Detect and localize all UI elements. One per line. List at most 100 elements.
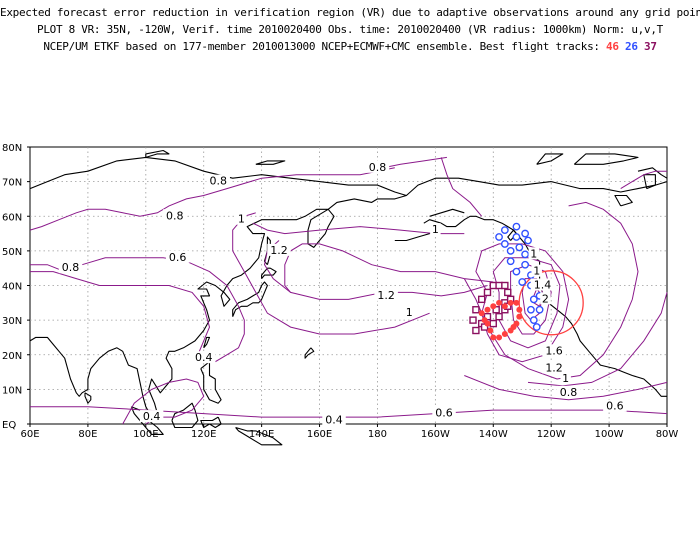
contour-label-bg: [540, 292, 551, 305]
track-46-point: [496, 299, 503, 306]
contour-line: [510, 264, 552, 335]
track-37-point: [477, 295, 486, 304]
lat-tick-label: EQ: [2, 420, 16, 431]
contour-line: [440, 157, 483, 217]
contour-label-bg: [374, 288, 398, 301]
lat-tick-label: 50N: [2, 247, 22, 258]
contour-label-bg: [267, 243, 291, 256]
plot-title-line-3: NCEP/UM ETKF based on 177-member 2010013…: [0, 38, 700, 55]
contour-label: 0.6: [435, 407, 453, 420]
contour-label: 0.8: [369, 161, 387, 174]
lon-tick-label: 140W: [479, 429, 508, 440]
contour-labels: 0.80.80.80.60.811.211.21111.421.61.210.8…: [58, 160, 627, 427]
lat-tick-label: 60N: [2, 212, 22, 223]
lat-tick-label: 80N: [2, 143, 22, 154]
track-26-point: [500, 240, 509, 248]
contour-line: [284, 243, 494, 293]
coastline-path: [261, 267, 277, 279]
contour-label-bg: [191, 351, 216, 364]
coastline-path: [232, 281, 268, 317]
contour-label-bg: [542, 344, 566, 357]
track-26-point: [515, 243, 524, 252]
contour-line: [492, 257, 561, 349]
coastline-path: [643, 174, 656, 190]
track-46-point: [478, 310, 485, 317]
coastline-path: [235, 426, 283, 446]
track-46-point: [516, 306, 523, 313]
lat-tick-label: 40N: [2, 282, 22, 293]
contour-label: 1.2: [270, 244, 288, 257]
lon-tick-label: 120W: [537, 429, 566, 440]
contour-label-bg: [163, 209, 187, 222]
contour-label: 1.2: [545, 362, 563, 375]
track-37-point: [489, 319, 497, 328]
plot-title-line-2: PLOT 8 VR: 35N, -120W, Verif. time 20100…: [37, 23, 663, 36]
coastline-path: [255, 160, 286, 165]
track-26-point: [495, 233, 503, 241]
track-46-point: [516, 313, 523, 320]
contour-label-bg: [139, 410, 164, 423]
lat-tick-label: 30N: [2, 316, 22, 327]
lon-tick-label: 80E: [78, 429, 97, 440]
contour-label-bg: [236, 212, 247, 225]
track-26-point: [506, 257, 515, 266]
contour-line: [252, 222, 465, 235]
lon-tick-label: 160W: [421, 429, 450, 440]
flight-track-ids: 46 26 37: [606, 40, 657, 53]
track-26-point: [500, 226, 509, 235]
lon-tick-label: 160E: [307, 429, 332, 440]
contour-line: [620, 170, 667, 190]
coastline-path: [203, 336, 211, 349]
contour-label: 2: [542, 292, 549, 305]
contour-label: 1: [238, 213, 245, 226]
track-37-point: [472, 326, 480, 335]
lon-tick-label: 100E: [133, 429, 158, 440]
contour-label-bg: [58, 261, 83, 274]
contour-label: 0.6: [606, 400, 624, 413]
contour-label: 0.8: [209, 175, 227, 188]
contour-label-bg: [603, 399, 627, 412]
contour-label-bg: [404, 306, 415, 319]
track-46-point: [496, 334, 503, 341]
coastline-path: [29, 156, 668, 197]
track-26-point: [529, 295, 538, 304]
coastline-path: [429, 208, 465, 217]
coastline-path: [536, 153, 564, 165]
contour-line: [30, 257, 245, 363]
track-26-point: [521, 250, 530, 259]
contour-line: [122, 378, 205, 425]
track-46-point: [501, 330, 508, 337]
contour-label: 0.8: [62, 261, 80, 274]
contour-label-bg: [530, 278, 555, 291]
track-id-37: 37: [644, 40, 657, 53]
contour-label-bg: [322, 413, 346, 426]
contour-label-bg: [560, 371, 571, 384]
track-26-point: [532, 323, 541, 331]
contour-label-bg: [206, 174, 230, 187]
contour-label: 1: [432, 223, 439, 236]
contour-line: [464, 375, 668, 401]
contour-label: 0.4: [143, 410, 161, 423]
track-26-point: [521, 229, 530, 238]
axis-labels: 80N 70N 60N 50N 40N 30N 20N 10N EQ 60E 80E 100E 120E…: [2, 143, 678, 440]
track-37-point: [501, 281, 509, 290]
contour-label-bg: [365, 160, 390, 173]
track-46-point: [513, 299, 520, 306]
contour-line: [475, 243, 570, 363]
contour-line: [30, 406, 668, 418]
track-id-46: 46: [606, 40, 619, 53]
lon-tick-label: 100W: [595, 429, 624, 440]
track-26-point: [527, 305, 535, 314]
track-37-point: [472, 306, 480, 314]
contour-label: 1: [406, 306, 413, 319]
track-46-point: [490, 334, 497, 341]
track-37-point: [504, 288, 512, 297]
lat-tick-label: 20N: [2, 351, 22, 362]
contour-label: 1: [530, 247, 537, 260]
track-46-point: [481, 317, 488, 324]
coastline-path: [200, 416, 222, 429]
plot-title-line-1: Expected forecast error reduction in ver…: [0, 6, 700, 19]
contour-label: 1: [562, 372, 569, 385]
lon-tick-label: 140E: [249, 429, 274, 440]
coastline-path: [84, 392, 92, 404]
